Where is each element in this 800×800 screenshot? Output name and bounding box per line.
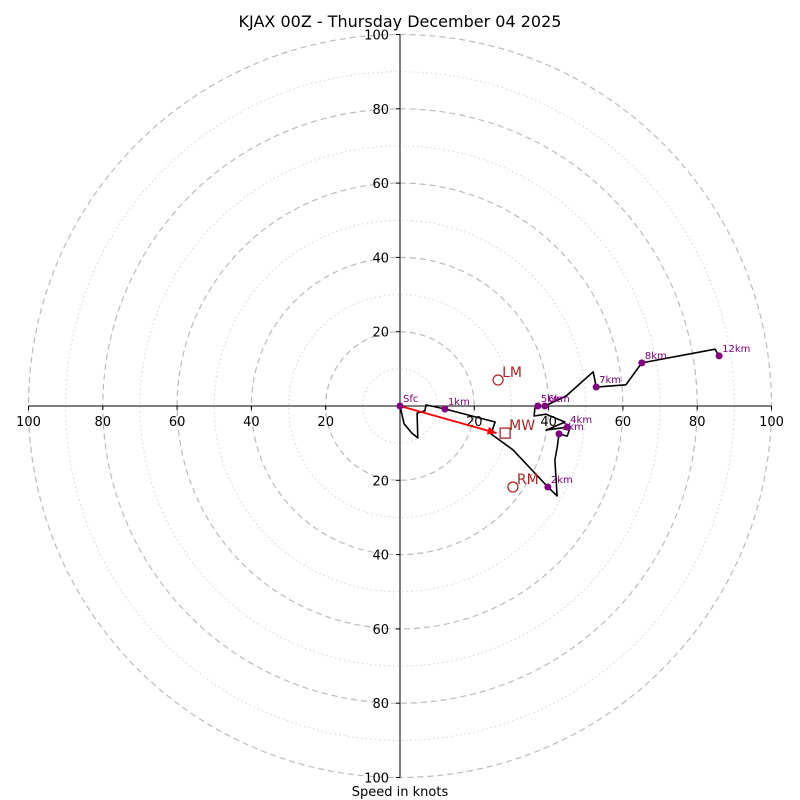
height-marker-5km <box>534 402 542 410</box>
y-tick-label: 60 <box>372 177 389 192</box>
height-marker-4km <box>563 423 571 431</box>
y-tick-label: 80 <box>372 697 389 712</box>
height-label-4km: 4km <box>570 415 592 426</box>
x-tick-label: 60 <box>169 415 186 430</box>
x-tick-label: 100 <box>16 415 41 430</box>
shear-vector-arrowhead <box>486 426 497 435</box>
storm-marker-lm <box>492 374 504 386</box>
storm-label-mw: MW <box>509 418 535 434</box>
height-label-1km: 1km <box>448 397 470 408</box>
x-axis-label: Speed in knots <box>352 785 449 800</box>
height-marker-3km <box>555 430 563 438</box>
y-tick-label: 60 <box>372 623 389 638</box>
x-tick-label: 80 <box>689 415 706 430</box>
storm-motion-markers: LM RM MW <box>492 365 539 493</box>
hodograph-line <box>399 348 720 497</box>
shear-vector-group <box>399 405 497 435</box>
storm-label-lm: LM <box>502 365 522 381</box>
x-tick-label: 60 <box>615 415 632 430</box>
storm-marker-rm <box>507 481 519 493</box>
y-tick-label: 40 <box>372 549 389 564</box>
x-tick-label: 20 <box>317 415 334 430</box>
height-label-Sfc: Sfc <box>403 394 418 405</box>
height-marker-12km <box>715 352 723 360</box>
y-tick-label: 100 <box>364 29 389 44</box>
height-marker-2km <box>544 483 552 491</box>
y-tick-label: 20 <box>372 326 389 341</box>
x-tick-label: 100 <box>759 415 784 430</box>
hodograph-trace-group <box>399 348 720 497</box>
height-label-3km: 3km <box>562 422 584 433</box>
height-label-5km: 5km <box>541 394 563 405</box>
height-marker-6km <box>541 402 549 410</box>
shear-vector-line <box>399 405 497 434</box>
storm-label-rm: RM <box>517 472 539 488</box>
height-label-2km: 2km <box>551 475 573 486</box>
height-label-7km: 7km <box>599 375 621 386</box>
height-marker-1km <box>441 405 449 413</box>
height-label-6km: 6km <box>548 394 570 405</box>
x-tick-label: 80 <box>95 415 112 430</box>
chart-title: KJAX 00Z - Thursday December 04 2025 <box>239 12 562 31</box>
x-tick-label: 40 <box>243 415 260 430</box>
height-label-8km: 8km <box>645 351 667 362</box>
x-tick-label: 40 <box>540 415 557 430</box>
height-marker-Sfc <box>396 402 404 410</box>
y-tick-label: 40 <box>372 251 389 266</box>
height-marker-8km <box>638 359 646 367</box>
y-tick-label: 20 <box>372 474 389 489</box>
height-label-12km: 12km <box>722 344 750 355</box>
storm-marker-mw <box>499 427 511 439</box>
height-marker-7km <box>592 383 600 391</box>
y-tick-label: 80 <box>372 103 389 118</box>
y-tick-label: 100 <box>364 772 389 787</box>
